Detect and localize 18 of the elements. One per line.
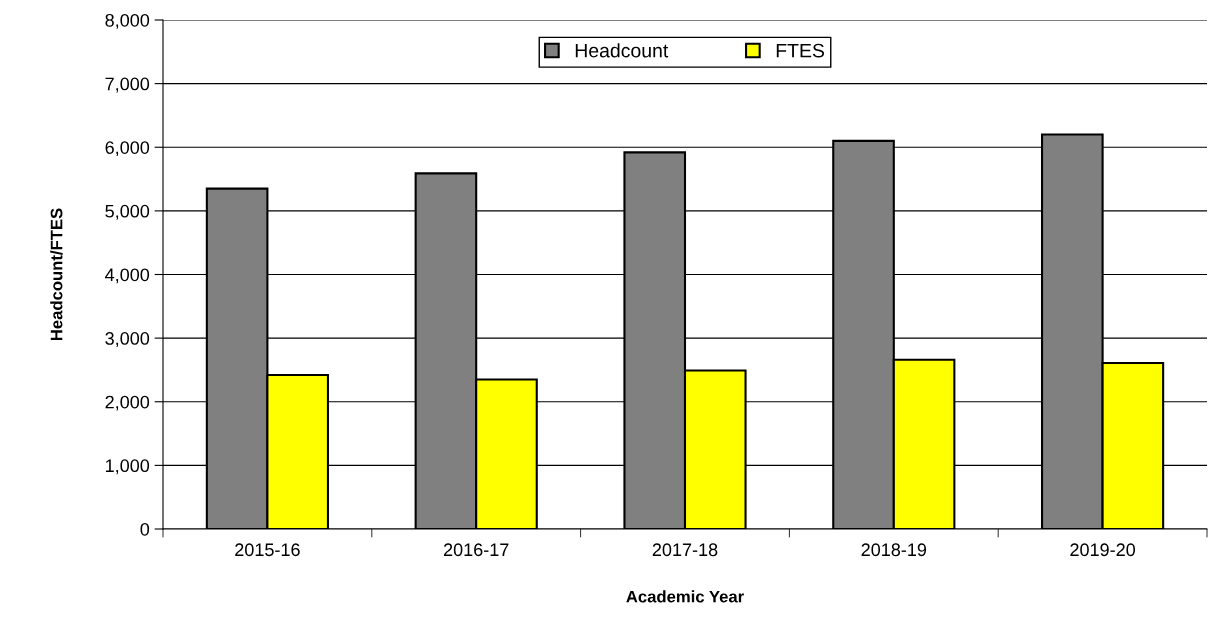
legend-label: Headcount bbox=[575, 43, 669, 58]
y-axis-title: Headcount/FTES bbox=[50, 208, 63, 341]
x-tick-label: 2019-20 bbox=[1070, 543, 1136, 557]
y-tick-label: 3,000 bbox=[105, 332, 150, 347]
y-tick-label: 5,000 bbox=[105, 204, 150, 220]
x-tick-label: 2016-17 bbox=[443, 543, 509, 557]
y-tick-label: 0 bbox=[140, 522, 150, 536]
x-tick-label: 2018-19 bbox=[861, 543, 927, 557]
y-tick-label: 7,000 bbox=[105, 77, 150, 93]
y-tick-label: 8,000 bbox=[105, 13, 150, 29]
x-tick-label: 2015-16 bbox=[235, 543, 300, 557]
y-tick-label: 4,000 bbox=[105, 268, 150, 284]
y-tick-label: 6,000 bbox=[105, 141, 150, 157]
y-tick-label: 2,000 bbox=[105, 395, 150, 411]
legend-label: FTES bbox=[776, 43, 825, 58]
x-axis-title: Academic Year bbox=[626, 590, 744, 603]
y-tick-label: 1,000 bbox=[106, 459, 150, 475]
x-tick-label: 2017-18 bbox=[652, 543, 718, 557]
